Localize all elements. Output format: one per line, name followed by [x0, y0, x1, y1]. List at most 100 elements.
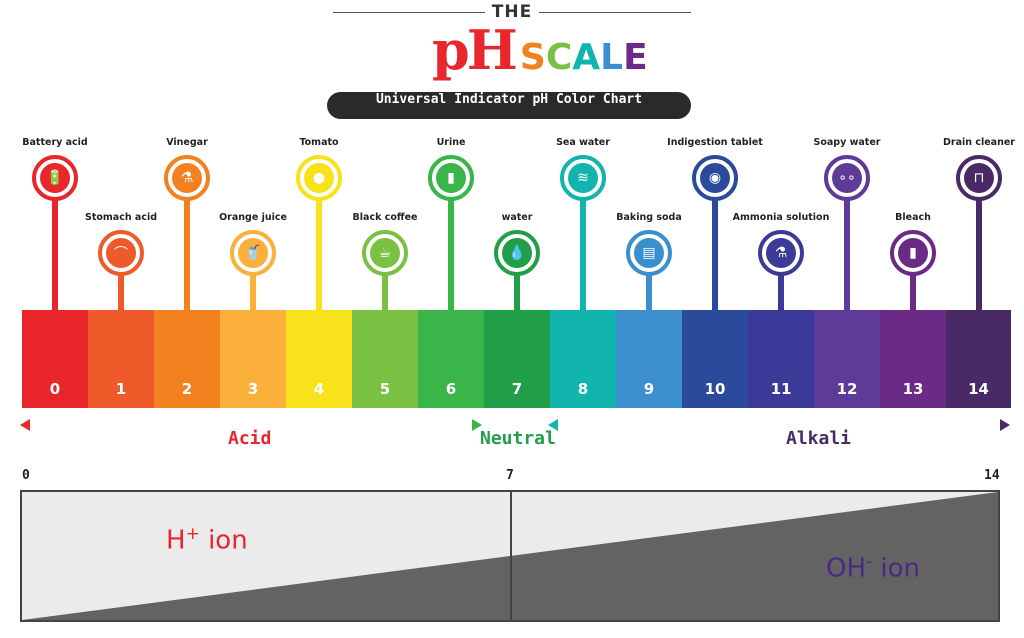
item-badge: ≋ [560, 155, 606, 201]
item-badge: ◉ [692, 155, 738, 201]
battery-icon: 🔋 [40, 163, 70, 193]
scale-segment-14: 14 [946, 310, 1011, 408]
scale-number: 5 [379, 380, 391, 398]
scale-segment-3: 3 [220, 310, 286, 408]
item-label: Urine [436, 137, 466, 148]
item-stem [844, 178, 850, 310]
acid-arrow [20, 419, 482, 431]
item-stem [448, 178, 454, 310]
title-scale: SCALE [520, 37, 648, 78]
acid-label: Acid [228, 428, 272, 449]
scale-segment-13: 13 [880, 310, 946, 408]
scale-segment-6: 6 [418, 310, 484, 408]
flask-icon: ⚗ [766, 238, 796, 268]
baking-soda-icon: ▤ [634, 238, 664, 268]
scale-number: 6 [445, 380, 457, 398]
item-stem [514, 253, 520, 310]
oh-ion-suffix: ion [872, 553, 921, 584]
item-badge: ☕ [362, 230, 408, 276]
scale-segment-5: 5 [352, 310, 418, 408]
item-label: Bleach [895, 212, 931, 223]
item-badge: 🔋 [32, 155, 78, 201]
region-arrows [20, 419, 1010, 431]
ion-divider [510, 490, 512, 622]
item-badge: ● [296, 155, 342, 201]
tablet-icon: ◉ [700, 163, 730, 193]
subtitle-pill: Universal Indicator pH Color Chart [327, 92, 691, 119]
item-label: Baking soda [616, 212, 682, 223]
scale-number: 3 [247, 380, 259, 398]
item-stem [976, 178, 982, 310]
scale-number: 1 [115, 380, 127, 398]
item-badge: ▮ [428, 155, 474, 201]
coffee-icon: ☕ [370, 238, 400, 268]
item-stem [250, 253, 256, 310]
h-ion-charge: + [185, 524, 200, 544]
item-badge: ⌒ [98, 230, 144, 276]
item-label: Black coffee [352, 212, 418, 223]
item-stem [712, 178, 718, 310]
scale-segment-2: 2 [154, 310, 220, 408]
item-stem [316, 178, 322, 310]
wave-icon: ≋ [568, 163, 598, 193]
title-rule-right [539, 12, 691, 13]
scale-segment-1: 1 [88, 310, 154, 408]
item-badge: 💧 [494, 230, 540, 276]
scale-number: 0 [49, 380, 61, 398]
vinegar-bottle-icon: ⚗ [172, 163, 202, 193]
orange-juice-icon: 🥤 [238, 238, 268, 268]
item-stem [382, 253, 388, 310]
item-label: Drain cleaner [943, 137, 1015, 148]
bleach-bottle-icon: ▮ [898, 238, 928, 268]
scale-segment-0: 0 [22, 310, 88, 408]
item-badge: ⊓ [956, 155, 1002, 201]
scale-number: 12 [836, 380, 858, 398]
item-label: Soapy water [813, 137, 881, 148]
item-label: Ammonia solution [732, 212, 830, 223]
item-badge: ⚗ [758, 230, 804, 276]
item-badge: ▤ [626, 230, 672, 276]
urine-sample-icon: ▮ [436, 163, 466, 193]
scale-number: 2 [181, 380, 193, 398]
item-badge: ▮ [890, 230, 936, 276]
title-ph: pH [432, 18, 518, 82]
scale-segment-4: 4 [286, 310, 352, 408]
item-label: Sea water [556, 137, 610, 148]
scale-segment-8: 8 [550, 310, 616, 408]
item-badge: ⚗ [164, 155, 210, 201]
item-stem [118, 253, 124, 310]
scale-segment-11: 11 [748, 310, 814, 408]
title-rule-left [333, 12, 485, 13]
title-scale-letter: S [519, 37, 546, 78]
item-label: Battery acid [22, 137, 88, 148]
water-drop-icon: 💧 [502, 238, 532, 268]
item-stem [184, 178, 190, 310]
drain-pipe-icon: ⊓ [964, 163, 994, 193]
h-ion-base: H [166, 525, 186, 556]
scale-segment-10: 10 [682, 310, 748, 408]
item-label: Orange juice [219, 212, 287, 223]
item-stem [910, 253, 916, 310]
scale-number: 8 [577, 380, 589, 398]
item-label: Indigestion tablet [667, 137, 763, 148]
item-label: water [501, 212, 533, 223]
ion-tick-7: 7 [506, 468, 514, 483]
item-stem [52, 178, 58, 310]
title-scale-letter: A [572, 37, 601, 78]
h-ion-label: H+ ion [166, 524, 248, 556]
ion-tick-14: 14 [984, 468, 1000, 483]
alkali-arrow [548, 419, 1010, 431]
title-scale-letter: C [545, 37, 573, 78]
scale-number: 11 [770, 380, 792, 398]
oh-ion-charge: - [866, 552, 873, 572]
scale-segment-7: 7 [484, 310, 550, 408]
oh-ion-base: OH [826, 553, 867, 584]
item-stem [778, 253, 784, 310]
item-stem [646, 253, 652, 310]
scale-number: 10 [704, 380, 726, 398]
oh-ion-label: OH- ion [826, 552, 920, 584]
title-the: THE [491, 2, 533, 22]
title-scale-letter: L [600, 37, 624, 78]
alkali-label: Alkali [786, 428, 852, 449]
item-label: Vinegar [166, 137, 208, 148]
